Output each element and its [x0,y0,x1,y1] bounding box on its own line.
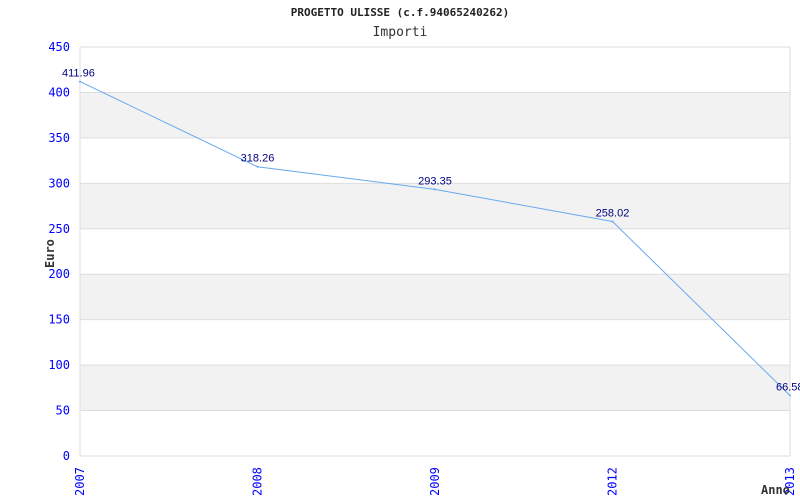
x-tick-label: 2009 [428,467,442,496]
y-tick-label: 150 [48,313,70,327]
data-point [611,220,614,223]
grid-band [80,365,790,411]
y-tick-label: 450 [48,40,70,54]
y-tick-label: 300 [48,176,70,190]
data-label: 258.02 [596,207,630,219]
data-point [434,188,436,191]
data-point [256,165,259,168]
y-tick-label: 350 [48,131,70,145]
y-tick-label: 250 [48,222,70,236]
data-label: 293.35 [418,175,452,187]
y-tick-label: 200 [48,267,70,281]
grid-band [80,92,790,138]
data-label: 318.26 [241,153,275,165]
x-tick-label: 2007 [73,467,87,496]
grid-band [80,183,790,229]
data-point [789,394,791,397]
y-tick-label: 400 [48,85,70,99]
data-label: 66.58 [776,381,800,393]
grid-band [80,274,790,320]
y-tick-label: 0 [63,449,70,463]
x-tick-label: 2008 [251,467,265,496]
y-axis-label: Euro [43,239,57,268]
chart-title: PROGETTO ULISSE (c.f.94065240262) [290,6,510,19]
x-tick-label: 2013 [783,467,797,496]
data-point [79,80,81,83]
x-tick-label: 2012 [606,467,620,496]
x-axis-label: Anno [761,483,790,497]
y-tick-label: 50 [56,404,70,418]
data-label: 411.96 [62,68,95,80]
chart-subtitle: Importi [372,25,428,40]
y-tick-label: 100 [48,358,70,372]
